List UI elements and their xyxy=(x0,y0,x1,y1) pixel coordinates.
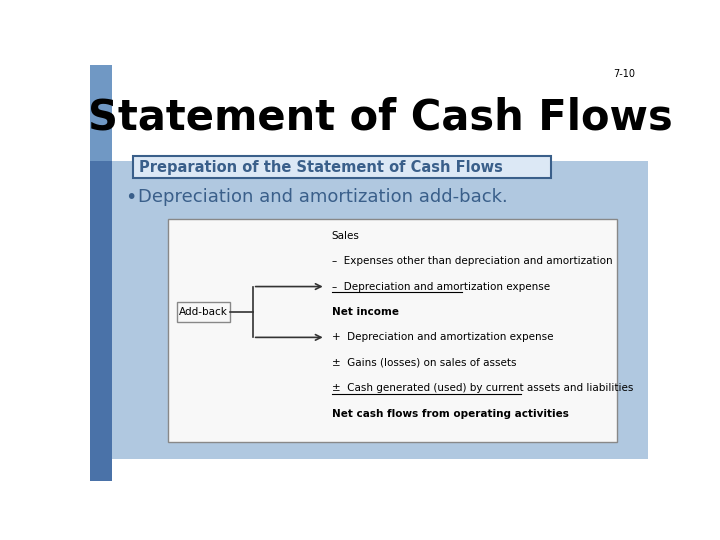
Bar xyxy=(112,459,648,481)
Bar xyxy=(168,219,617,442)
Text: –  Depreciation and amortization expense: – Depreciation and amortization expense xyxy=(332,281,550,292)
Text: Statement of Cash Flows: Statement of Cash Flows xyxy=(89,96,673,138)
Text: 7-10: 7-10 xyxy=(613,69,636,79)
Text: Depreciation and amortization add-back.: Depreciation and amortization add-back. xyxy=(138,188,508,206)
Text: Net income: Net income xyxy=(332,307,399,317)
Text: +  Depreciation and amortization expense: + Depreciation and amortization expense xyxy=(332,333,553,342)
Text: –  Expenses other than depreciation and amortization: – Expenses other than depreciation and a… xyxy=(332,256,613,266)
Text: •: • xyxy=(125,188,136,207)
Text: Preparation of the Statement of Cash Flows: Preparation of the Statement of Cash Flo… xyxy=(139,160,503,175)
Bar xyxy=(112,65,648,161)
Bar xyxy=(132,157,551,178)
Text: Sales: Sales xyxy=(332,231,360,241)
Bar xyxy=(90,65,292,161)
Bar xyxy=(90,150,648,459)
Text: Add-back: Add-back xyxy=(179,307,228,317)
Text: Net cash flows from operating activities: Net cash flows from operating activities xyxy=(332,409,569,419)
Text: ±  Gains (losses) on sales of assets: ± Gains (losses) on sales of assets xyxy=(332,358,516,368)
Text: ±  Cash generated (used) by current assets and liabilities: ± Cash generated (used) by current asset… xyxy=(332,383,633,393)
Bar xyxy=(177,302,230,322)
Bar xyxy=(90,65,112,481)
